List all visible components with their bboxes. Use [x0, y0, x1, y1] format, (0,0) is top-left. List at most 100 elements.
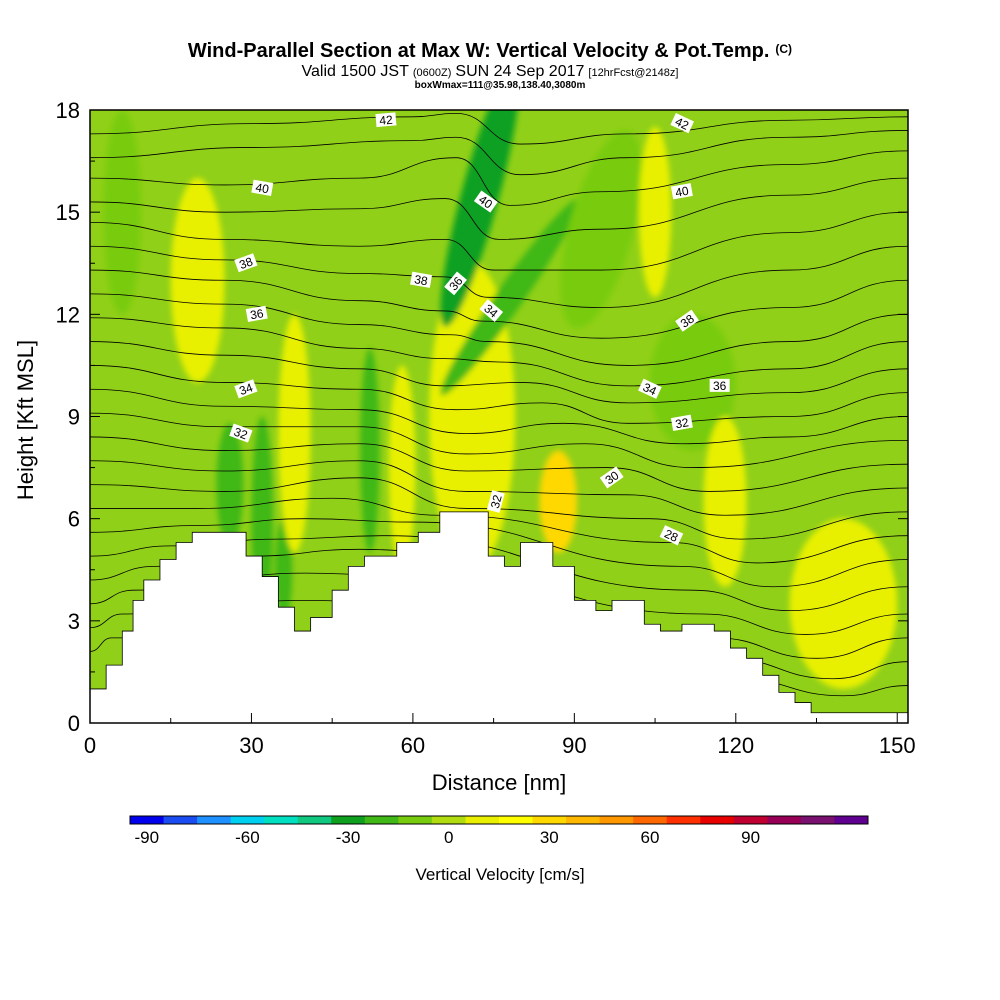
contour-label-text: 42	[673, 114, 691, 132]
y-tick-label: 0	[68, 711, 80, 736]
colorbar-swatch	[331, 816, 366, 824]
y-tick-label: 15	[56, 200, 80, 225]
y-tick-label: 12	[56, 302, 80, 327]
contour-label: 32	[229, 423, 253, 443]
subtitle-date: SUN 24 Sep 2017	[455, 63, 584, 80]
x-tick-label: 90	[562, 733, 586, 758]
contour-label: 40	[251, 179, 274, 196]
colorbar-swatch	[599, 816, 634, 824]
colorbar-swatch	[532, 816, 567, 824]
contour-label: 32	[486, 490, 505, 513]
contour-label-bg	[599, 466, 624, 489]
x-tick-label: 30	[239, 733, 263, 758]
velocity-cell	[278, 314, 311, 553]
isentrope-line	[90, 388, 908, 445]
chart-title-text: Wind-Parallel Section at Max W: Vertical…	[188, 40, 769, 62]
colorbar-frame	[129, 815, 869, 825]
colorbar-tick-label: -30	[336, 828, 361, 847]
contour-label-text: 32	[232, 425, 250, 443]
isentrope-line	[90, 293, 908, 366]
isentrope-line	[90, 412, 908, 468]
contour-label-text: 34	[641, 380, 659, 398]
velocity-cell	[440, 199, 580, 396]
contour-label-bg	[675, 309, 699, 332]
colorbar-swatch	[700, 816, 735, 824]
contour-label: 32	[670, 414, 693, 431]
colorbar-swatch	[666, 816, 701, 824]
isentrope-line	[90, 150, 908, 206]
contour-label: 40	[473, 190, 498, 213]
contour-label-bg	[709, 378, 730, 392]
contour-label-text: 32	[488, 493, 505, 510]
contour-label: 36	[245, 305, 268, 322]
y-tick-label: 18	[56, 98, 80, 123]
contour-label: 34	[638, 378, 662, 399]
contour-label-bg	[410, 271, 433, 288]
velocity-cell	[275, 518, 293, 621]
colorbar-tick-label: 0	[444, 828, 453, 847]
contour-label-bg	[444, 271, 467, 296]
colorbar-swatch	[431, 816, 466, 824]
colorbar-swatch	[197, 816, 232, 824]
colorbar-swatch	[633, 816, 668, 824]
contour-label-bg	[251, 179, 274, 196]
isentrope-line	[90, 460, 908, 516]
isentrope-contours	[90, 113, 908, 697]
terrain-mask	[89, 511, 909, 724]
chart-subtitle: Valid 1500 JST (0600Z) SUN 24 Sep 2017 [12h…	[302, 63, 679, 80]
y-axis: 0 36 9 12 15 18	[56, 98, 908, 736]
velocity-cell	[649, 314, 736, 451]
colorbar-tick-label: -60	[235, 828, 260, 847]
contour-label-text: 32	[674, 415, 690, 431]
velocity-cell	[216, 423, 244, 546]
y-axis-label: Height [Kft MSL]	[13, 340, 38, 500]
velocity-cell	[170, 178, 225, 383]
contour-label-text: 40	[254, 180, 270, 196]
velocity-cell	[103, 110, 142, 315]
contour-label-bg	[479, 299, 504, 322]
x-axis: 0 30 60 90 120 150	[84, 713, 916, 758]
colorbar-swatch	[130, 816, 165, 824]
contour-label-bg	[234, 379, 258, 399]
isentrope-line	[90, 317, 908, 387]
colorbar-swatch	[499, 816, 534, 824]
colorbar-swatch	[264, 816, 299, 824]
contour-label-bg	[670, 113, 694, 134]
terrain-profile	[89, 511, 909, 724]
isentrope-line	[90, 211, 908, 271]
colorbar: -90 -60 -30 0 30 60 90	[129, 815, 869, 847]
colorbar-swatch	[163, 816, 198, 824]
contour-label: 42	[375, 112, 397, 128]
contour-label: 28	[659, 525, 684, 546]
subtitle-forecast: [12hrFcst@2148z]	[588, 67, 678, 79]
x-tick-label: 0	[84, 733, 96, 758]
contour-label-bg	[670, 414, 693, 431]
isentrope-line	[90, 245, 908, 308]
y-tick-label: 9	[68, 405, 80, 430]
colorbar-swatch	[297, 816, 332, 824]
contour-label-bg	[659, 525, 684, 546]
colorbar-swatch	[733, 816, 768, 824]
contour-label-text: 28	[662, 527, 680, 545]
velocity-cell	[703, 416, 747, 587]
contour-label-bg	[486, 490, 505, 513]
colorbar-swatch	[364, 816, 399, 824]
contour-label: 42	[670, 113, 694, 134]
contour-label-text: 38	[237, 254, 255, 272]
contour-label-text: 42	[379, 113, 394, 128]
y-tick-label: 6	[68, 507, 80, 532]
colorbar-swatch	[566, 816, 601, 824]
subtitle-utc: (0600Z)	[413, 67, 452, 79]
colorbar-swatch	[398, 816, 433, 824]
colorbar-tick-label: 90	[741, 828, 760, 847]
contour-label-bg	[670, 183, 693, 200]
contour-label-bg	[375, 112, 397, 128]
velocity-cell	[539, 450, 578, 553]
chart-info-line: boxWmax=111@35.98,138.40,3080m	[415, 80, 586, 91]
contour-label-bg	[229, 423, 253, 443]
contour-label-text: 34	[237, 380, 255, 398]
colorbar-tick-label: 30	[540, 828, 559, 847]
subtitle-valid: Valid 1500 JST	[302, 63, 410, 80]
colorbar-swatch	[800, 816, 835, 824]
